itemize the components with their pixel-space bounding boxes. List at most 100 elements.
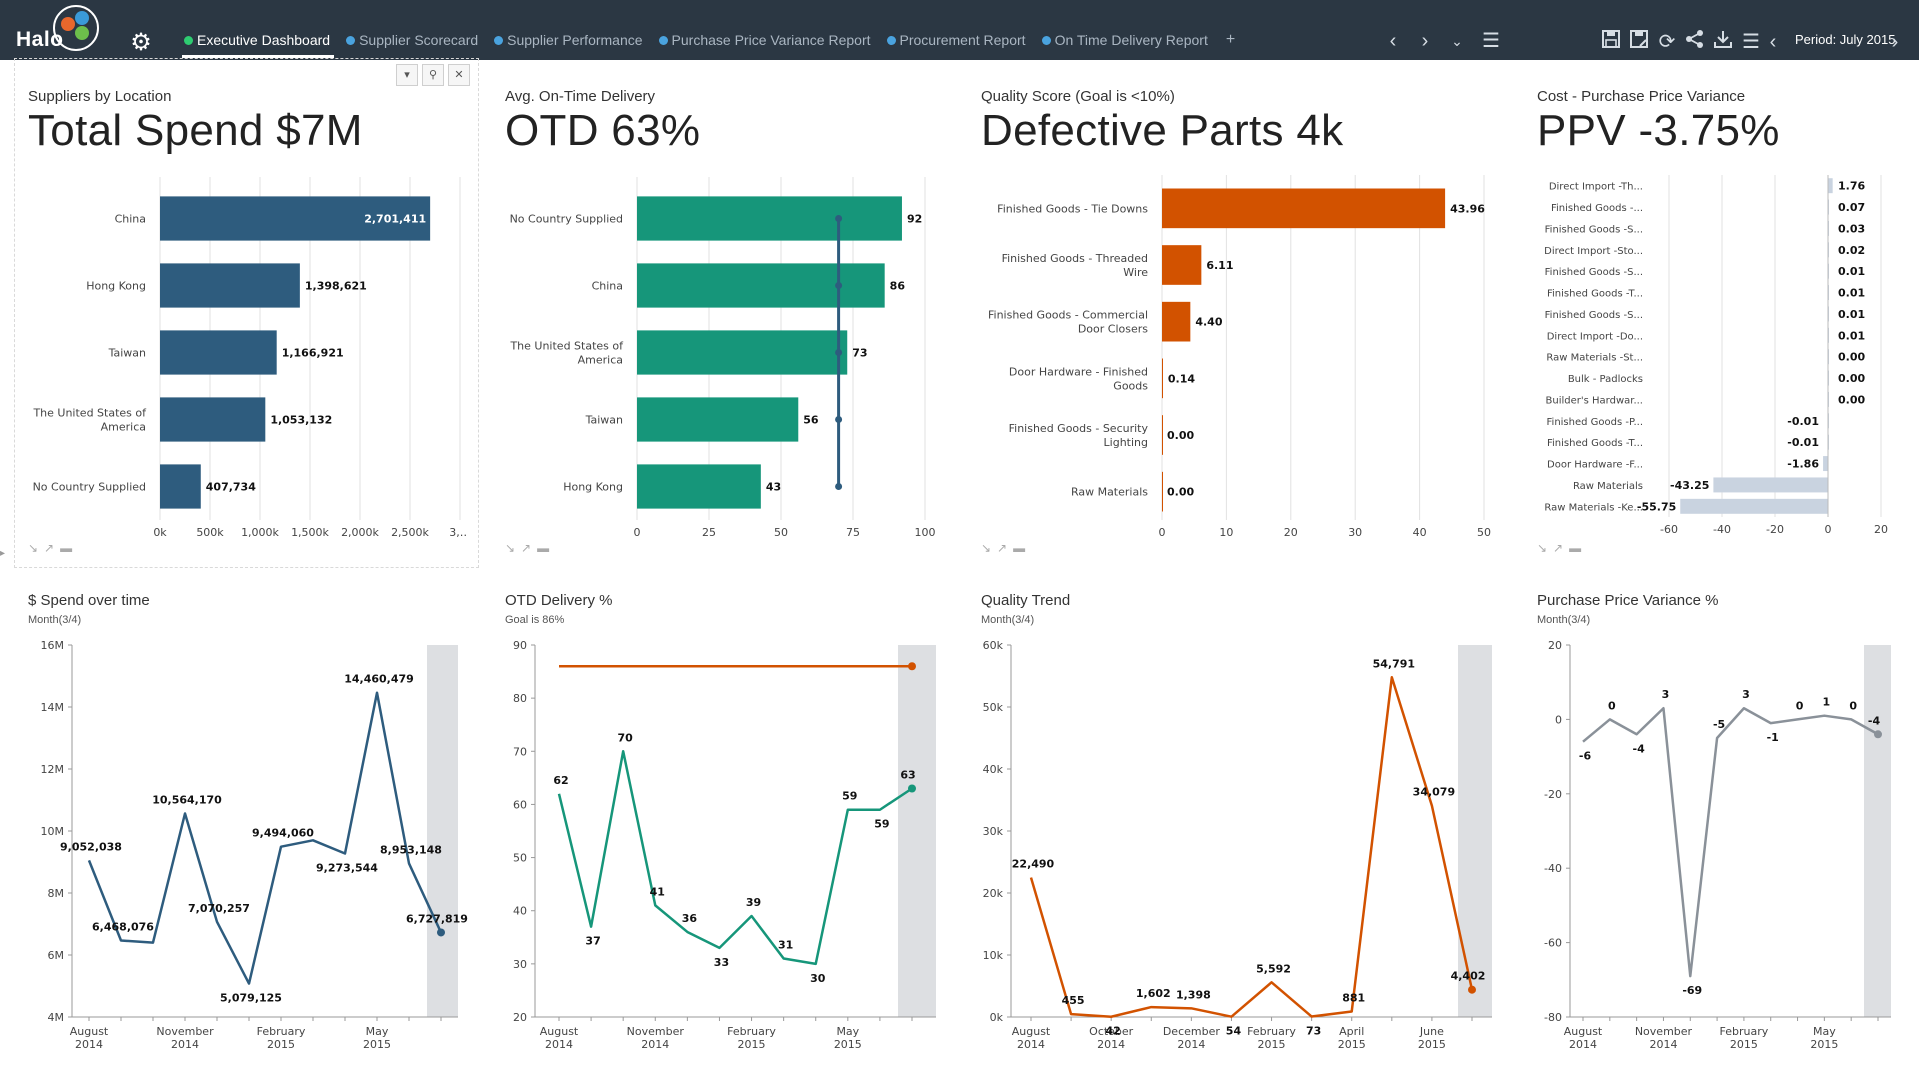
quality-trend-line-chart[interactable]: 0k10k20k30k40k50k60kAugust2014October201… xyxy=(976,633,1496,1051)
quality-bar-widget-tools[interactable]: ↘↗▬ xyxy=(981,541,1032,555)
widget-collapse-handle[interactable]: ▸ xyxy=(0,548,6,559)
otd-bar-widget-tools[interactable]: ↘↗▬ xyxy=(505,541,556,555)
value-label: 73 xyxy=(852,347,867,360)
tab-label: Supplier Performance xyxy=(507,32,643,48)
data-label: 59 xyxy=(874,818,889,831)
x-tick-label: 1,000k xyxy=(241,526,279,539)
data-label: -4 xyxy=(1633,742,1646,755)
share-icon[interactable] xyxy=(1681,28,1709,56)
value-label: -55.75 xyxy=(1637,500,1676,513)
quality-defects-bar-chart[interactable]: 0 10 20 30 40 50 Finished Goods - Tie Downs 43.… xyxy=(981,175,1501,545)
value-label: 0.00 xyxy=(1838,351,1865,364)
spend-over-time-line-chart[interactable]: 4M6M8M10M12M14M16MAugust2014November2014… xyxy=(22,633,472,1051)
download-icon[interactable] xyxy=(1709,28,1737,56)
value-label: 1,053,132 xyxy=(270,414,332,427)
data-label: 1,602 xyxy=(1136,987,1171,1000)
target-marker xyxy=(835,349,843,356)
data-label: 22,490 xyxy=(1012,858,1055,871)
tab-executive-dashboard[interactable]: Executive Dashboard xyxy=(180,28,342,58)
period-prev-icon[interactable]: ‹ xyxy=(1769,31,1777,53)
value-label: 0.01 xyxy=(1838,287,1865,300)
save-icon[interactable] xyxy=(1597,28,1625,56)
data-label: -5 xyxy=(1713,718,1725,731)
series-line xyxy=(1029,676,1474,1018)
category-label: Direct Import -Do... xyxy=(1547,331,1643,342)
y-tick-label: 60 xyxy=(513,798,527,811)
chevron-down-icon[interactable]: ⌄ xyxy=(1451,33,1463,49)
category-label: Builder's Hardwar... xyxy=(1546,395,1643,406)
category-label: Goods xyxy=(1113,379,1148,392)
x-tick-label: -20 xyxy=(1766,523,1784,536)
spend-bar-widget-tools[interactable]: ↘↗▬ xyxy=(28,541,79,555)
list-icon[interactable]: ☰ xyxy=(1742,31,1760,53)
period-next-icon[interactable]: › xyxy=(1891,31,1899,53)
bar xyxy=(1162,301,1191,342)
y-tick-label: 10M xyxy=(41,825,65,838)
ppv-by-category-bar-chart[interactable]: -60 -40 -20 0 20 Direct Import -Th... 1.76 Fini… xyxy=(1537,175,1907,545)
data-label: 62 xyxy=(553,774,568,787)
widget-close-icon[interactable]: ✕ xyxy=(448,64,470,86)
category-label: Raw Materials xyxy=(1071,486,1148,499)
y-tick-label: 12M xyxy=(41,763,65,776)
y-tick-label: 20 xyxy=(513,1011,527,1024)
chevron-right-icon[interactable]: › xyxy=(1421,30,1429,52)
refresh-icon[interactable]: ⟳ xyxy=(1658,31,1676,53)
data-label: 7,070,257 xyxy=(188,902,250,915)
tab-on-time-delivery-report[interactable]: On Time Delivery Report xyxy=(1038,28,1220,52)
category-label: Door Hardware - Finished xyxy=(1009,365,1148,378)
app-logo[interactable]: Halo xyxy=(10,2,105,58)
tab-status-dot xyxy=(658,35,668,45)
period-selector[interactable]: Period: July 2015 xyxy=(1795,32,1896,47)
data-label: 1 xyxy=(1823,696,1831,709)
series-line xyxy=(87,691,443,985)
bar xyxy=(1162,188,1446,229)
x-tick-label: August xyxy=(540,1025,579,1038)
gear-icon[interactable]: ⚙ xyxy=(130,29,152,56)
x-tick-label: February xyxy=(727,1025,776,1038)
otd-by-location-bar-chart[interactable]: 0 25 50 75 100 No Country Supplied 92 China 86 Th… xyxy=(505,175,945,545)
x-tick-label: 2,000k xyxy=(341,526,379,539)
otd-delivery-line-chart[interactable]: 2030405060708090August2014November2014Fe… xyxy=(500,633,950,1051)
chevron-left-icon[interactable]: ‹ xyxy=(1389,30,1397,52)
value-label: 0.01 xyxy=(1838,265,1865,278)
bar xyxy=(1823,456,1828,472)
tab-purchase-price-variance-report[interactable]: Purchase Price Variance Report xyxy=(655,28,883,52)
x-tick-label: 2014 xyxy=(1097,1038,1125,1051)
data-label: -4 xyxy=(1868,714,1881,727)
bar xyxy=(637,263,885,308)
x-tick-label: October xyxy=(1089,1025,1133,1038)
value-label: 43.96 xyxy=(1450,202,1485,215)
y-tick-label: 30 xyxy=(513,958,527,971)
category-label: No Country Supplied xyxy=(33,481,146,494)
last-point-marker xyxy=(437,928,445,937)
add-tab-button[interactable]: + xyxy=(1225,31,1236,48)
value-label: -43.25 xyxy=(1670,479,1709,492)
x-tick-label: 2015 xyxy=(1730,1038,1758,1051)
y-tick-label: 60k xyxy=(983,639,1004,652)
save-as-icon[interactable] xyxy=(1625,28,1653,56)
x-tick-label: 2015 xyxy=(738,1038,766,1051)
tab-supplier-performance[interactable]: Supplier Performance xyxy=(490,28,654,52)
x-tick-label: 25 xyxy=(702,526,716,539)
widget-dropdown-icon[interactable]: ▾ xyxy=(396,64,418,86)
tab-supplier-scorecard[interactable]: Supplier Scorecard xyxy=(342,28,490,52)
x-tick-label: 2015 xyxy=(363,1038,391,1051)
menu-icon[interactable]: ☰ xyxy=(1482,30,1500,52)
bar xyxy=(637,330,848,375)
ppv-percent-line-chart[interactable]: -80-60-40-20020August2014November2014Feb… xyxy=(1531,633,1891,1051)
spend-by-location-bar-chart[interactable]: 0k 500k 1,000k 1,500k 2,000k 2,500k 3,… China 2,… xyxy=(28,175,468,545)
x-tick-label: 30 xyxy=(1348,526,1362,539)
category-label: No Country Supplied xyxy=(510,213,623,226)
category-label: Wire xyxy=(1123,266,1148,279)
tab-status-dot xyxy=(184,35,193,45)
tab-procurement-report[interactable]: Procurement Report xyxy=(883,28,1038,52)
y-tick-label: 20k xyxy=(983,887,1004,900)
ppv-bar-widget-tools[interactable]: ↘↗▬ xyxy=(1537,541,1588,555)
x-tick-label: 3,… xyxy=(449,526,468,539)
widget-zoom-icon[interactable]: ⚲ xyxy=(422,64,444,86)
value-label: -0.01 xyxy=(1787,415,1819,428)
y-tick-label: 70 xyxy=(513,745,527,758)
x-tick-label: November xyxy=(627,1025,685,1038)
current-period-shade xyxy=(898,645,936,1017)
x-tick-label: 2014 xyxy=(641,1038,669,1051)
